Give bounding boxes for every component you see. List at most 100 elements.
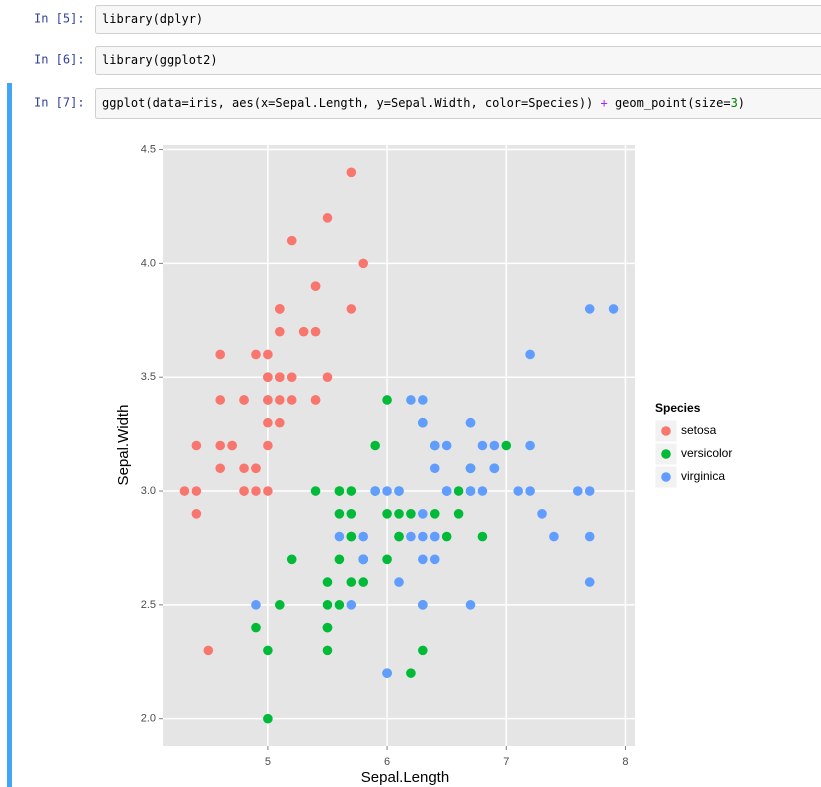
point xyxy=(525,486,535,496)
point xyxy=(179,486,190,496)
prompt: In [5]: xyxy=(34,12,85,26)
code-part: geom_point(size= xyxy=(608,96,731,110)
x-tick-label: 6 xyxy=(384,756,390,768)
point xyxy=(477,486,488,496)
point xyxy=(489,463,500,474)
selected-cell-bar xyxy=(7,83,12,787)
input-area[interactable] xyxy=(95,46,821,75)
point xyxy=(215,463,226,474)
point xyxy=(394,486,404,496)
y-tick-label: 4.0 xyxy=(141,257,156,269)
legend-title: Species xyxy=(655,401,701,415)
point xyxy=(358,577,369,587)
point xyxy=(263,486,273,496)
point xyxy=(191,440,202,451)
point xyxy=(275,372,285,383)
point xyxy=(239,463,249,474)
point xyxy=(334,600,345,610)
input-area[interactable] xyxy=(95,5,821,34)
prompt: In [6]: xyxy=(34,53,85,67)
point xyxy=(203,645,214,656)
point xyxy=(215,395,226,405)
point xyxy=(275,395,285,405)
point xyxy=(251,463,261,474)
point xyxy=(513,486,523,496)
point xyxy=(334,508,345,519)
point xyxy=(465,417,476,428)
point xyxy=(441,531,452,542)
y-tick-label: 2.0 xyxy=(141,713,156,725)
code-part: ) xyxy=(738,96,745,110)
point xyxy=(322,577,333,587)
point xyxy=(382,508,392,519)
point xyxy=(263,440,273,451)
point xyxy=(263,713,273,724)
point xyxy=(310,326,321,337)
point xyxy=(584,304,595,314)
point xyxy=(346,508,357,519)
point xyxy=(465,463,476,474)
point xyxy=(406,395,416,405)
point xyxy=(394,508,404,519)
point xyxy=(263,372,273,383)
y-tick-label: 4.5 xyxy=(141,143,156,155)
x-axis-label: Sepal.Length xyxy=(361,769,449,786)
point xyxy=(382,668,392,678)
point xyxy=(465,486,476,496)
point xyxy=(358,531,369,542)
point xyxy=(382,395,392,405)
y-tick-label: 3.5 xyxy=(141,371,156,383)
legend-swatch xyxy=(661,449,671,459)
point xyxy=(549,531,559,542)
point xyxy=(286,372,297,383)
x-tick-label: 8 xyxy=(622,756,628,768)
point xyxy=(441,486,452,496)
point xyxy=(382,554,392,565)
point xyxy=(453,508,464,519)
x-tick-label: 7 xyxy=(503,756,509,768)
point xyxy=(346,304,357,314)
point xyxy=(489,440,500,451)
point xyxy=(441,440,452,451)
point xyxy=(418,395,428,405)
point xyxy=(322,622,333,633)
point xyxy=(227,440,237,451)
y-tick-label: 2.5 xyxy=(141,599,156,611)
code-part: library(ggplot2) xyxy=(102,53,218,67)
point xyxy=(608,304,619,314)
legend-swatch xyxy=(661,426,671,436)
point xyxy=(358,554,369,565)
point xyxy=(370,486,380,496)
point xyxy=(346,167,357,178)
point xyxy=(310,486,321,496)
point xyxy=(334,531,345,542)
point xyxy=(418,600,428,610)
point xyxy=(370,440,380,451)
point xyxy=(215,440,226,451)
point xyxy=(584,531,595,542)
point xyxy=(429,508,440,519)
point xyxy=(418,531,428,542)
point xyxy=(346,531,357,542)
point xyxy=(334,486,345,496)
point xyxy=(251,486,261,496)
point xyxy=(418,554,428,565)
point xyxy=(346,577,357,587)
legend: setosa versicolor virginica xyxy=(654,419,732,489)
point xyxy=(382,486,392,496)
code-number: 3 xyxy=(731,96,738,110)
point xyxy=(358,258,369,269)
point xyxy=(477,440,488,451)
point xyxy=(322,213,333,223)
point xyxy=(394,531,404,542)
input-area[interactable] xyxy=(95,88,821,119)
point xyxy=(429,554,440,565)
point xyxy=(429,531,440,542)
point xyxy=(418,645,428,656)
code-operator: + xyxy=(601,96,608,110)
point xyxy=(191,486,202,496)
point xyxy=(239,395,249,405)
point xyxy=(286,235,297,246)
point xyxy=(418,508,428,519)
